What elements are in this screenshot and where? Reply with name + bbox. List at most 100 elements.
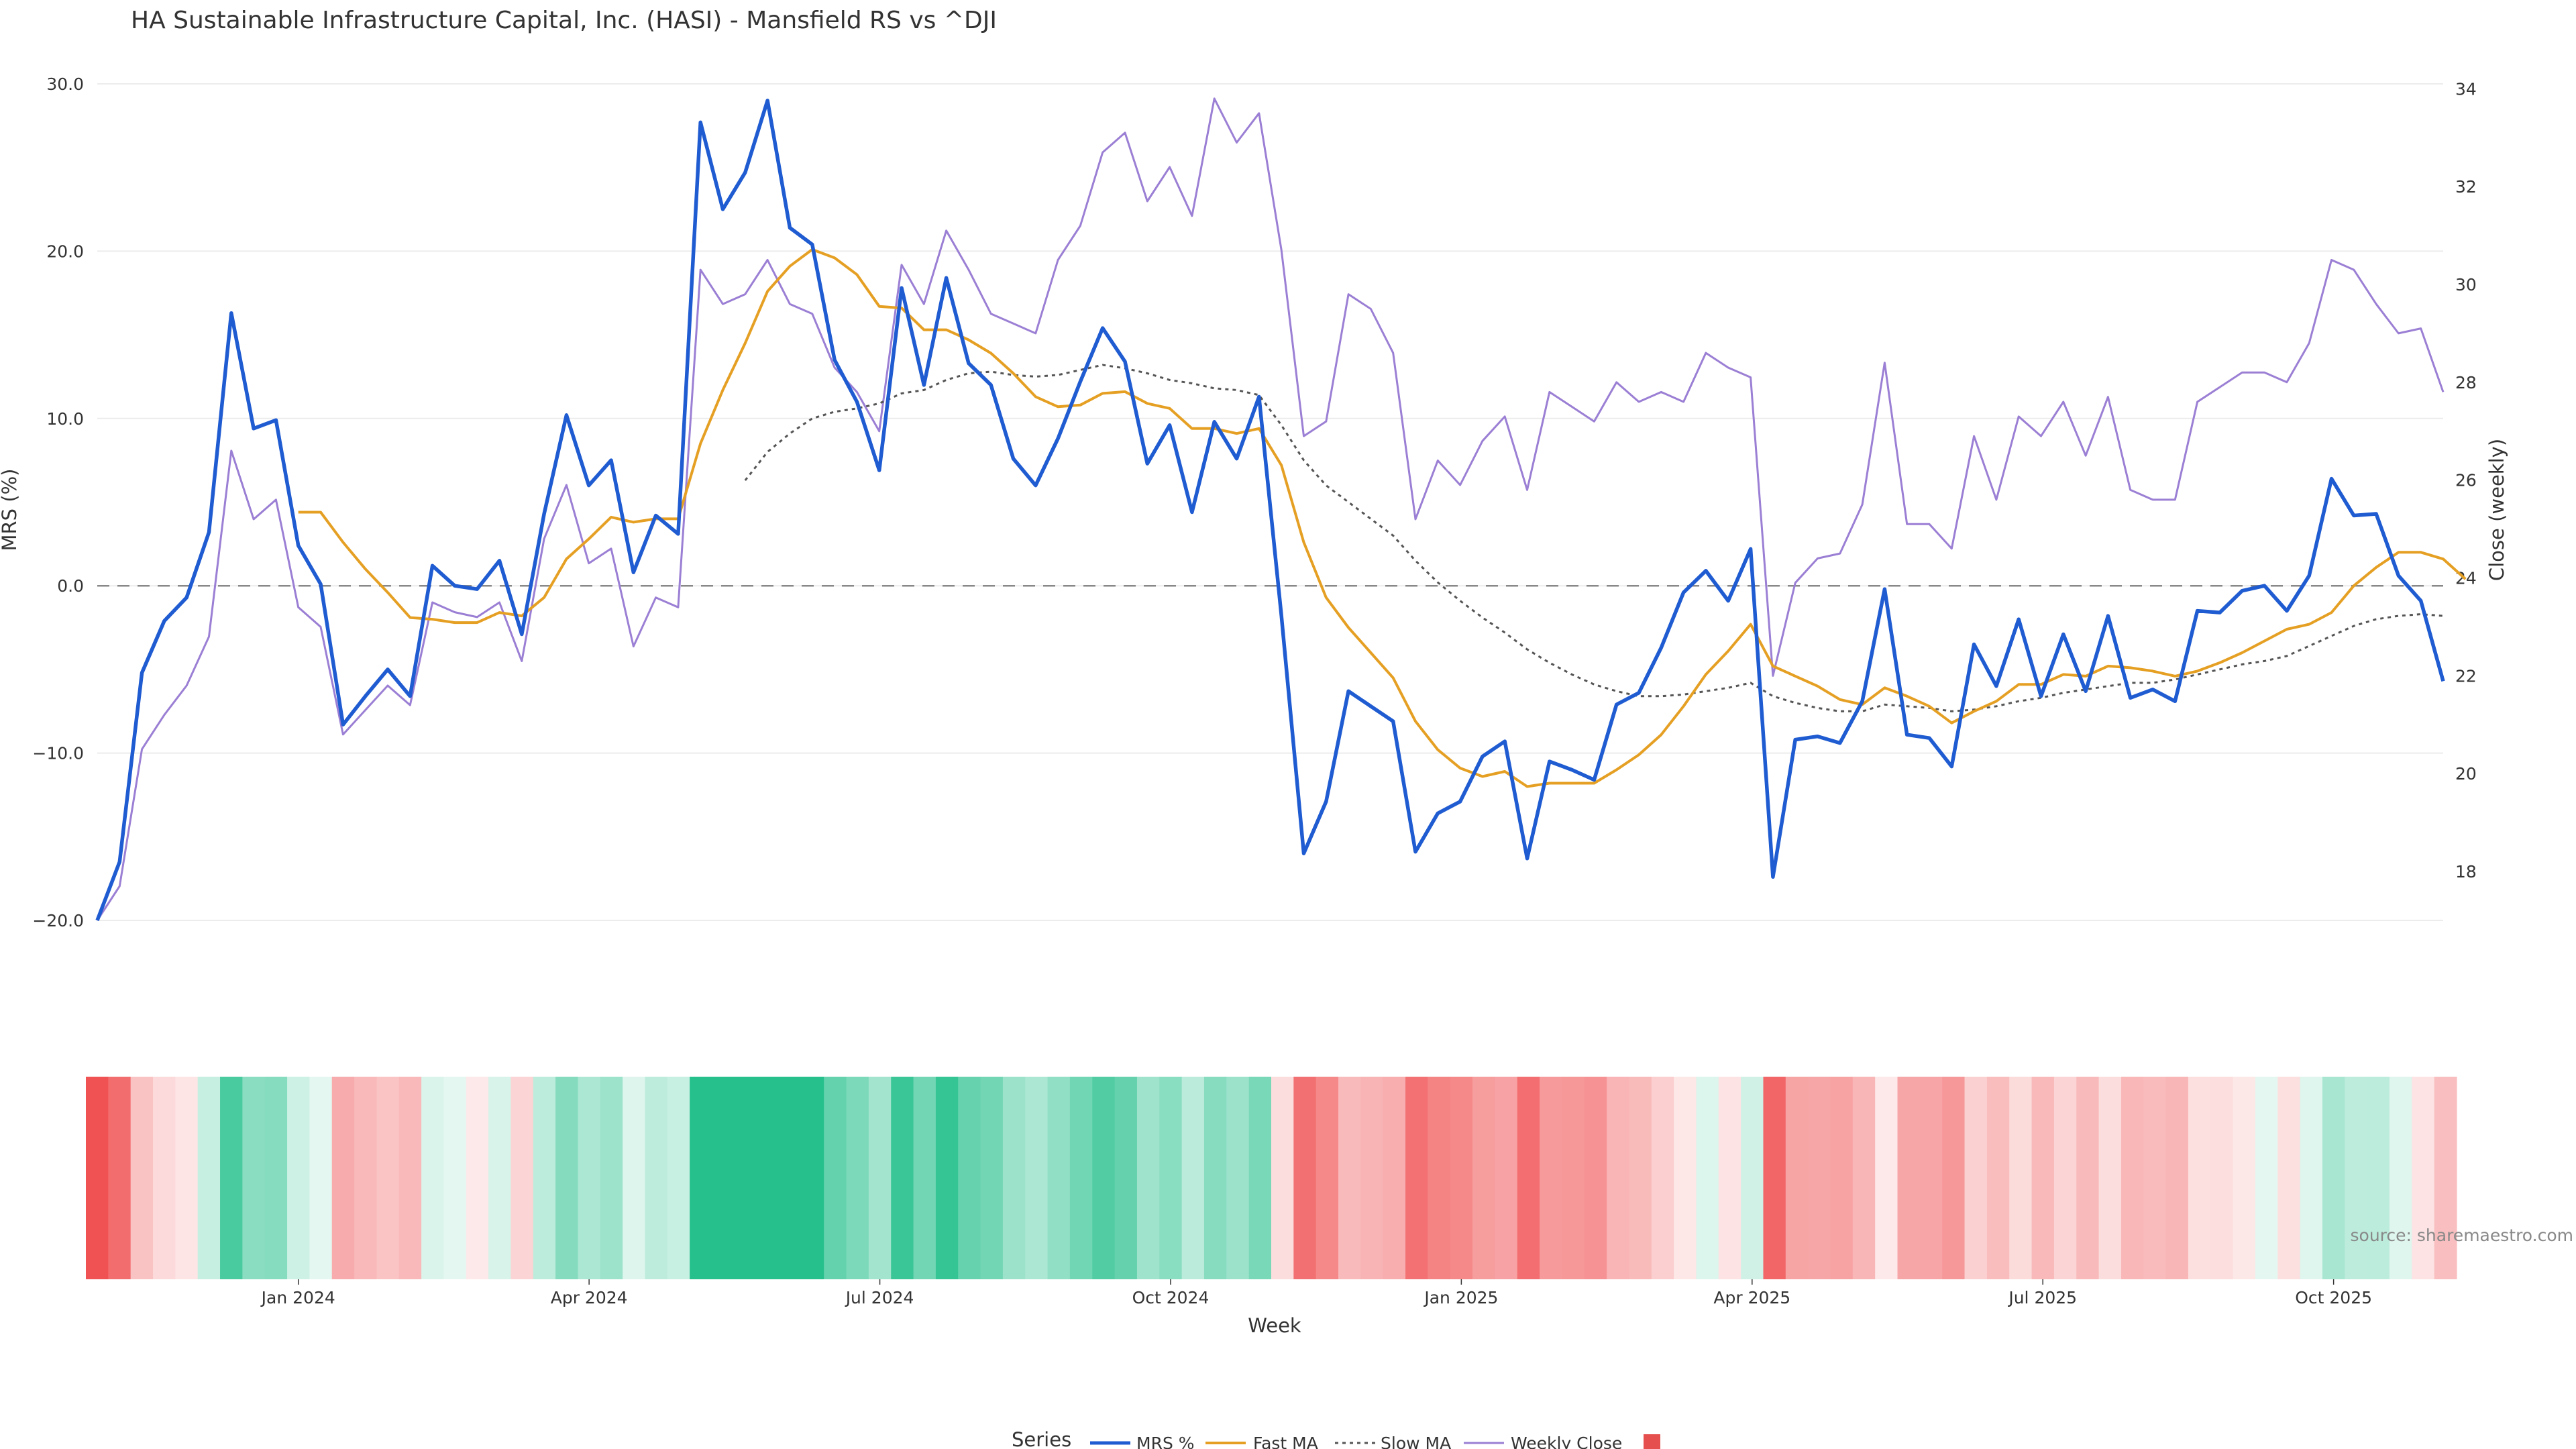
y2-tick-label: 30 (2455, 275, 2477, 294)
legend: Series MRS % Fast MA Slow MA Weekly Clos… (1012, 1428, 1660, 1449)
x-tick-label: Apr 2024 (551, 1288, 628, 1307)
heatmap-cell (2165, 1077, 2189, 1279)
heatmap-cell (421, 1077, 445, 1279)
y2-axis-title: Close (weekly) (2485, 439, 2508, 581)
heatmap-cell (868, 1077, 892, 1279)
heatmap-cell (2210, 1077, 2234, 1279)
heatmap-cell (2143, 1077, 2167, 1279)
heatmap-cell (2277, 1077, 2301, 1279)
x-tick-label: Jan 2024 (260, 1288, 335, 1307)
legend-item-weekly-close[interactable]: Weekly Close (1464, 1434, 1622, 1449)
x-tick-label: Jul 2025 (2007, 1288, 2077, 1307)
weekly-close-line (96, 97, 2445, 921)
heatmap-cell (398, 1077, 422, 1279)
heatmap-cell (488, 1077, 512, 1279)
heatmap-cell (1293, 1077, 1317, 1279)
heatmap-cell (1092, 1077, 1116, 1279)
heatmap-cell (1114, 1077, 1138, 1279)
y2-tick-label: 20 (2455, 764, 2477, 784)
heatmap-cell (2389, 1077, 2412, 1279)
x-tick-label: Jan 2025 (1423, 1288, 1498, 1307)
heatmap-cell (1584, 1077, 1607, 1279)
x-axis-ticks: Jan 2024 Apr 2024 Jul 2024 Oct 2024 Jan 2025… (260, 1279, 2372, 1307)
heatmap-cell (2053, 1077, 2077, 1279)
legend-item-slow-ma[interactable]: Slow MA (1335, 1434, 1451, 1449)
heatmap-cell (175, 1077, 199, 1279)
heatmap-cell (1248, 1077, 1272, 1279)
source-note: source: sharemaestro.com (2351, 1226, 2574, 1245)
heatmap-cell (264, 1077, 288, 1279)
heatmap-cell (801, 1077, 824, 1279)
legend-item-fast-ma[interactable]: Fast MA (1205, 1434, 1318, 1449)
regime-heatmap (86, 1077, 2457, 1279)
heatmap-cell (824, 1077, 847, 1279)
heatmap-cell (2233, 1077, 2256, 1279)
heatmap-cell (690, 1077, 713, 1279)
heatmap-cell (443, 1077, 467, 1279)
heatmap-cell (1025, 1077, 1049, 1279)
heatmap-cell (600, 1077, 623, 1279)
heatmap-cell (980, 1077, 1004, 1279)
heatmap-cell (1136, 1077, 1160, 1279)
heatmap-cell (130, 1077, 154, 1279)
heatmap-cell (555, 1077, 579, 1279)
y-axis-title: MRS (%) (0, 469, 21, 551)
heatmap-cell (578, 1077, 601, 1279)
legend-item-regime[interactable] (1644, 1434, 1660, 1449)
y-tick-label: 0.0 (57, 576, 84, 596)
heatmap-cell (1495, 1077, 1518, 1279)
heatmap-cell (220, 1077, 243, 1279)
mrs-line (95, 99, 2445, 921)
heatmap-cell (712, 1077, 735, 1279)
heatmap-cell (1897, 1077, 1921, 1279)
heatmap-cell (197, 1077, 221, 1279)
heatmap-cell (1517, 1077, 1540, 1279)
heatmap-cell (757, 1077, 780, 1279)
heatmap-cell (2300, 1077, 2323, 1279)
y-axis-ticks: 30.0 20.0 10.0 0.0 −10.0 −20.0 (32, 74, 84, 930)
heatmap-cell (242, 1077, 266, 1279)
heatmap-cell (1986, 1077, 2010, 1279)
heatmap-cell (1271, 1077, 1294, 1279)
heatmap-cell (2031, 1077, 2055, 1279)
heatmap-cell (1696, 1077, 1719, 1279)
x-axis-title: Week (1248, 1314, 1301, 1337)
heatmap-cell (1069, 1077, 1093, 1279)
heatmap-cell (108, 1077, 131, 1279)
heatmap-cell (2098, 1077, 2122, 1279)
heatmap-cell (913, 1077, 936, 1279)
heatmap-cell (1383, 1077, 1406, 1279)
heatmap-cell (2434, 1077, 2457, 1279)
heatmap-cell (1047, 1077, 1071, 1279)
heatmap-cell (1472, 1077, 1495, 1279)
heatmap-cell (354, 1077, 378, 1279)
y2-tick-label: 18 (2455, 862, 2477, 881)
heatmap-cell (1964, 1077, 1988, 1279)
heatmap-cell (1607, 1077, 1630, 1279)
heatmap-cell (1226, 1077, 1250, 1279)
y-tick-label: 10.0 (46, 409, 84, 429)
y2-tick-label: 34 (2455, 79, 2477, 99)
heatmap-cell (1763, 1077, 1786, 1279)
y-tick-label: 30.0 (46, 74, 84, 94)
heatmap-cell (2322, 1077, 2345, 1279)
heatmap-cell (1360, 1077, 1384, 1279)
heatmap-cell (1808, 1077, 1831, 1279)
heatmap-cell (287, 1077, 310, 1279)
heatmap-cell (846, 1077, 869, 1279)
heatmap-cell (1562, 1077, 1585, 1279)
y-tick-label: −10.0 (32, 744, 84, 763)
heatmap-cell (2009, 1077, 2033, 1279)
heatmap-cell (1942, 1077, 1966, 1279)
heatmap-cell (1674, 1077, 1697, 1279)
heatmap-cell (1181, 1077, 1205, 1279)
legend-item-mrs[interactable]: MRS % (1090, 1434, 1195, 1449)
heatmap-cell (2121, 1077, 2144, 1279)
heatmap-cell (1540, 1077, 1563, 1279)
y-tick-label: 20.0 (46, 241, 84, 261)
chart-title: HA Sustainable Infrastructure Capital, I… (131, 7, 997, 34)
heatmap-cell (309, 1077, 333, 1279)
heatmap-cell (1316, 1077, 1339, 1279)
heatmap-cell (1159, 1077, 1183, 1279)
